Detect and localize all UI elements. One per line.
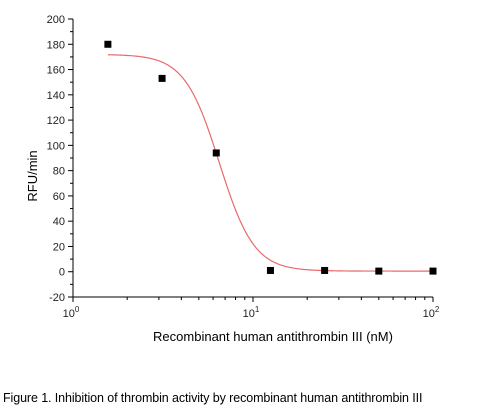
data-point	[212, 149, 220, 157]
figure-caption: Figure 1. Inhibition of thrombin activit…	[3, 391, 423, 405]
y-tick-label: 60	[53, 191, 65, 203]
y-tick-label: 200	[47, 14, 65, 26]
x-tick-label: 102	[423, 305, 440, 320]
y-tick-label: 20	[53, 241, 65, 253]
y-tick-label: 140	[47, 90, 65, 102]
x-axis-title: Recombinant human antithrombin III (nM)	[153, 329, 393, 344]
y-tick-label: 40	[53, 216, 65, 228]
x-tick-label: 100	[63, 305, 80, 320]
y-tick-label: 100	[47, 140, 65, 152]
y-tick-label: 160	[47, 65, 65, 77]
y-tick-label: 180	[47, 39, 65, 51]
data-point	[375, 267, 383, 275]
fit-curve-line	[107, 54, 433, 272]
y-tick-label: 0	[59, 267, 65, 279]
y-tick-label: 80	[53, 166, 65, 178]
x-tick-label: 101	[243, 305, 260, 320]
data-point	[104, 40, 112, 48]
chart: -20 0 20 40 60 80 100 120 140 160 180 200 100 101 102 R…	[25, 14, 440, 344]
data-point	[429, 267, 437, 275]
data-point	[266, 266, 274, 274]
data-point	[321, 266, 329, 274]
y-tick-label: 120	[47, 115, 65, 127]
data-point	[158, 74, 166, 82]
y-axis-title: RFU/min	[25, 150, 40, 201]
y-tick-label: -20	[49, 292, 65, 304]
